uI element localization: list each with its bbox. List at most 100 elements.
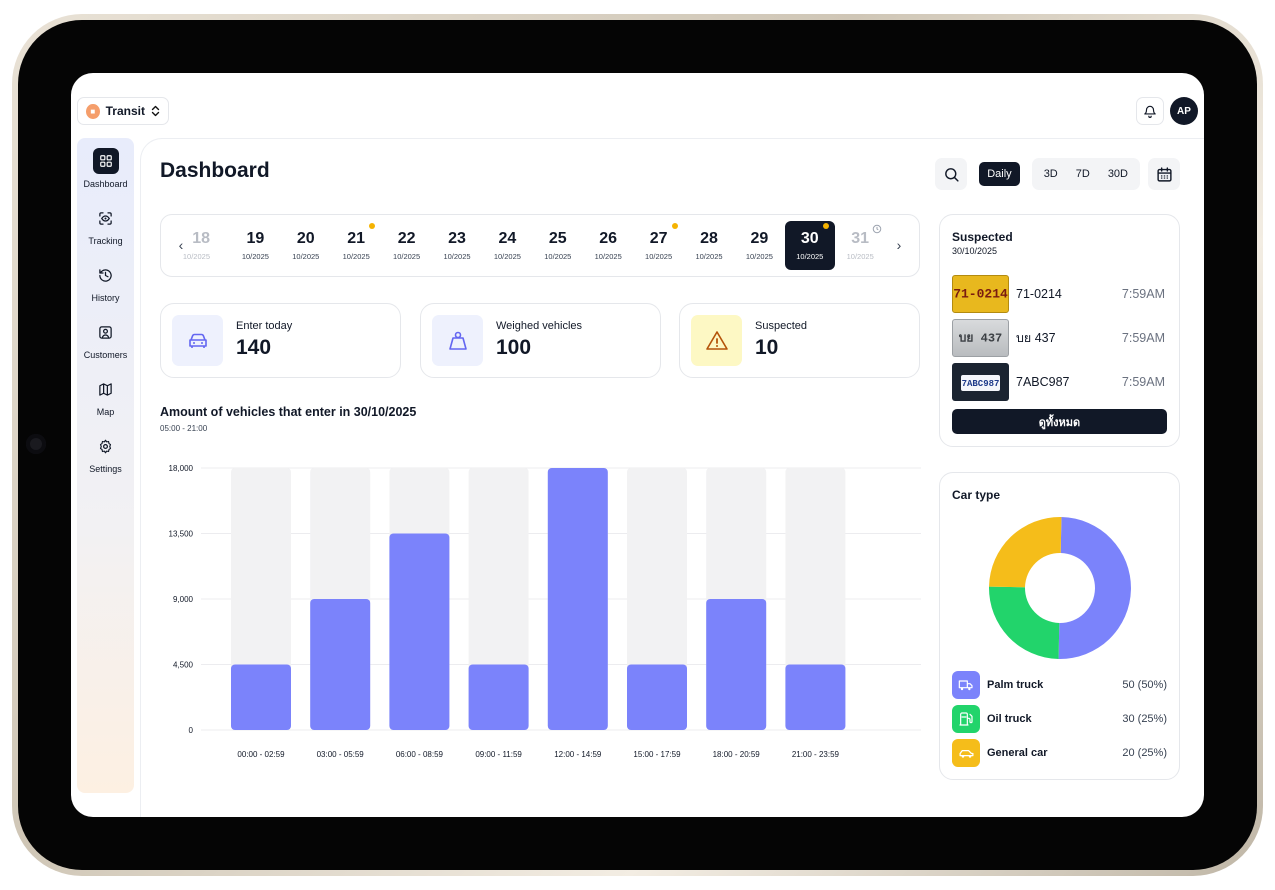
date-month-year: 10/2025 [594,252,622,261]
date-month-year: 10/2025 [393,252,421,261]
date-month-year: 10/2025 [292,252,320,261]
date-day: 30 [800,230,819,247]
date-month-year: 10/2025 [645,252,673,261]
sidebar-item-customers[interactable]: Customers [77,319,134,360]
legend-row-palm-truck: Palm truck 50 (50%) [952,671,1167,699]
grid-icon [92,148,119,174]
notifications-button[interactable] [1136,97,1164,125]
sidebar-item-history[interactable]: History [77,262,134,303]
date-day: 21 [347,230,366,247]
suspected-row[interactable]: บย 437 บย 437 7:59AM [952,319,1165,357]
sidebar: Dashboard Tracking History Customers Map [77,138,134,793]
legend-value: 20 (25%) [1122,747,1167,759]
car-type-title: Car type [952,488,1001,502]
date-day: 25 [548,230,567,247]
org-name: Transit [105,104,145,118]
date-cell[interactable]: 25 10/2025 [533,221,583,270]
sidebar-item-settings[interactable]: Settings [77,433,134,474]
search-button[interactable] [935,158,968,190]
date-day: 22 [397,230,416,247]
plate-photo-text: 71-0214 [953,286,1008,302]
stat-value: 140 [236,336,272,359]
suspected-row[interactable]: 7ABC987 7ABC987 7:59AM [952,363,1165,401]
date-month-year: 10/2025 [342,252,370,261]
stat-label: Suspected [755,320,807,332]
x-tick-label: 06:00 - 08:59 [396,750,444,759]
date-month-year: 10/2025 [796,252,824,261]
x-tick-label: 03:00 - 05:59 [317,750,365,759]
date-month-year: 10/2025 [241,252,269,261]
date-cell[interactable]: 23 10/2025 [432,221,482,270]
date-event-dot [369,223,376,229]
date-cell[interactable]: 28 10/2025 [684,221,734,270]
legend-row-general-car: General car 20 (25%) [952,739,1167,767]
plate-number: 71-0214 [1016,287,1062,301]
y-tick-label: 9,000 [173,595,194,604]
sidebar-item-dashboard[interactable]: Dashboard [77,148,134,189]
y-tick-label: 18,000 [169,464,194,473]
date-month-year: 10/2025 [493,252,521,261]
range-30d-button[interactable]: 30D [1107,168,1128,180]
view-all-button[interactable]: ดูทั้งหมด [952,409,1167,434]
date-day: 27 [649,230,668,247]
calendar-button[interactable] [1148,158,1180,190]
date-event-dot [671,223,678,229]
sidebar-item-map[interactable]: Map [77,376,134,417]
date-day: 24 [498,230,517,247]
range-7d-button[interactable]: 7D [1075,168,1090,180]
sidebar-item-label: Customers [83,350,128,360]
date-cell[interactable]: 20 10/2025 [281,221,331,270]
donut-slice [1058,517,1131,659]
date-day: 31 [851,230,870,247]
suspected-card: Suspected 30/10/2025 71-0214 71-0214 7:5… [939,214,1180,447]
date-month-year: 10/2025 [544,252,572,261]
bar [468,664,529,730]
date-month-year: 10/2025 [695,252,723,261]
date-cell[interactable]: 27 10/2025 [634,221,684,270]
plate-time: 7:59AM [1121,375,1165,389]
range-daily-button[interactable]: Daily [979,162,1020,186]
date-cell[interactable]: 31 10/2025 [835,221,885,270]
avatar[interactable]: AP [1170,97,1198,125]
search-icon [944,167,959,182]
eye-scan-icon [93,205,119,231]
date-day: 19 [246,230,265,247]
bar [389,533,450,730]
plate-time: 7:59AM [1121,287,1165,301]
car-type-card: Car type Palm truck 50 (50%) Oil truck 3… [939,472,1180,780]
date-cell[interactable]: 30 10/2025 [784,221,835,270]
toolbar: Daily 3D 7D 30D [935,158,1180,190]
clock-icon [872,224,882,234]
legend-row-oil-truck: Oil truck 30 (25%) [952,705,1167,733]
date-cell[interactable]: 24 10/2025 [482,221,532,270]
truck-icon [952,671,980,699]
date-cell[interactable]: 21 10/2025 [331,221,381,270]
suspected-row[interactable]: 71-0214 71-0214 7:59AM [952,275,1165,313]
y-tick-label: 0 [189,726,194,735]
app-screen: ■ Transit AP Dashboard Tracking History [71,73,1204,817]
date-cell[interactable]: 26 10/2025 [583,221,633,270]
weight-icon [432,315,483,366]
sidebar-item-label: Dashboard [83,179,128,189]
date-cell[interactable]: 19 10/2025 [230,221,280,270]
date-event-dot [822,223,829,229]
date-cell[interactable]: 29 10/2025 [734,221,784,270]
bar [706,599,767,730]
stat-label: Enter today [236,320,293,332]
chevron-left-icon[interactable]: ‹ [178,237,184,253]
bar [627,664,687,730]
bar [310,599,371,730]
x-tick-label: 12:00 - 14:59 [554,750,602,759]
org-switcher[interactable]: ■ Transit [77,97,169,125]
date-cell[interactable]: 18 10/2025 [180,221,210,270]
chevron-right-icon[interactable]: › [896,237,902,253]
history-icon [93,262,119,288]
range-3d-button[interactable]: 3D [1043,168,1058,180]
legend-value: 50 (50%) [1122,679,1167,691]
sidebar-item-label: Map [96,407,115,417]
date-cell[interactable]: 22 10/2025 [382,221,432,270]
legend-label: Oil truck [987,713,1032,725]
suspected-title: Suspected [952,230,1013,244]
date-day: 18 [192,230,210,247]
sidebar-item-tracking[interactable]: Tracking [77,205,134,246]
